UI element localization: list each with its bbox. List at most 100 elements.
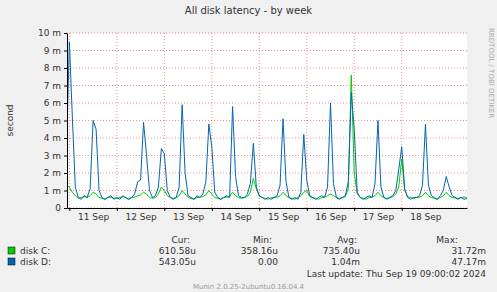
y-tick-label: 10 m — [38, 28, 61, 38]
y-tick-mark — [64, 86, 67, 87]
y-grid-line — [67, 173, 467, 174]
y-grid-line — [67, 155, 467, 156]
y-tick: 6 m — [44, 98, 67, 108]
legend-label: disk C: — [20, 246, 50, 256]
background — [0, 0, 497, 292]
legend-column-header: Max: — [436, 235, 458, 245]
x-axis: 11 Sep 12 Sep 13 Sep 14 Sep 15 Sep 16 Sep 17 S… — [68, 208, 468, 222]
y-tick-label: 1 m — [44, 186, 61, 196]
x-tick-mark — [69, 208, 70, 211]
y-tick-mark — [64, 51, 67, 52]
x-grid-line — [401, 33, 402, 208]
x-tick-label: 14 Sep — [220, 212, 252, 222]
y-grid-line — [67, 120, 467, 121]
legend-column-header: Min: — [253, 235, 272, 245]
chart: All disk latency - by week second RRDTOOL … — [0, 0, 497, 292]
y-axis-line — [67, 34, 68, 209]
x-tick-mark — [212, 208, 213, 211]
y-tick: 0 — [55, 203, 67, 213]
x-tick-label: 12 Sep — [125, 212, 157, 222]
y-grid-line — [67, 68, 467, 69]
x-tick-mark — [117, 208, 118, 211]
legend-stat: 0.00 — [258, 257, 278, 267]
y-tick-mark — [64, 68, 67, 69]
y-grid-line — [67, 103, 467, 104]
x-tick: 14 Sep — [212, 208, 252, 222]
plot-area — [67, 33, 467, 208]
x-tick: 18 Sep — [402, 208, 442, 222]
legend-stat: 47.17m — [451, 257, 486, 267]
y-tick-mark — [64, 121, 67, 122]
y-tick: 4 m — [44, 133, 67, 143]
y-tick-label: 2 m — [44, 168, 61, 178]
y-tick-label: 8 m — [44, 63, 61, 73]
y-grid-line — [67, 50, 467, 51]
grid — [67, 33, 467, 208]
y-tick-mark — [64, 156, 67, 157]
legend-stat: 735.40u — [323, 246, 360, 256]
x-axis-line — [68, 208, 468, 209]
y-tick: 5 m — [44, 116, 67, 126]
y-tick-label: 7 m — [44, 81, 61, 91]
y-tick: 2 m — [44, 168, 67, 178]
y-tick-mark — [64, 138, 67, 139]
x-tick: 12 Sep — [117, 208, 157, 222]
y-tick: 10 m — [38, 28, 67, 38]
legend-stat: 543.05u — [159, 257, 196, 267]
y-grid-line — [67, 85, 467, 86]
series-line — [67, 75, 467, 199]
y-grid-line — [67, 138, 467, 139]
x-grid-line — [259, 33, 260, 208]
y-grid-line — [67, 33, 467, 34]
x-tick-label: 17 Sep — [363, 212, 395, 222]
y-tick-mark — [64, 173, 67, 174]
legend-swatch — [8, 258, 15, 265]
y-tick: 8 m — [44, 63, 67, 73]
series-line — [67, 42, 467, 200]
y-tick: 3 m — [44, 151, 67, 161]
watermark: RRDTOOL / TOBI OETIKER — [487, 28, 495, 118]
x-tick: 15 Sep — [260, 208, 300, 222]
last-update: Last update: Thu Sep 19 09:00:02 2024 — [307, 269, 487, 279]
x-tick-label: 13 Sep — [173, 212, 205, 222]
y-tick: 1 m — [44, 186, 67, 196]
x-tick-label: 16 Sep — [315, 212, 347, 222]
y-tick: 9 m — [44, 46, 67, 56]
y-tick: 7 m — [44, 81, 67, 91]
y-tick-label: 6 m — [44, 98, 61, 108]
x-tick: 16 Sep — [307, 208, 347, 222]
y-axis: 0 1 m 2 m 3 m 4 m 5 m 6 m 7 m 8 m 9 m 10 m — [38, 28, 68, 213]
x-tick-mark — [307, 208, 308, 211]
legend-column-header: Avg: — [337, 235, 357, 245]
x-grid-line — [164, 33, 165, 208]
x-tick-label: 15 Sep — [268, 212, 300, 222]
y-tick-label: 5 m — [44, 116, 61, 126]
legend-stat: 1.04m — [331, 257, 360, 267]
y-tick-label: 3 m — [44, 151, 61, 161]
x-tick: 11 Sep — [70, 208, 110, 222]
y-tick-mark — [64, 208, 67, 209]
x-grid-line — [211, 33, 212, 208]
legend-swatch — [8, 247, 15, 254]
legend-stat: 31.72m — [451, 246, 486, 256]
y-tick-mark — [64, 191, 67, 192]
legend-column-header: Cur: — [171, 235, 190, 245]
x-tick: 17 Sep — [355, 208, 395, 222]
y-tick-mark — [64, 33, 67, 34]
y-tick-label: 9 m — [44, 46, 61, 56]
y-axis-title: second — [5, 104, 15, 136]
y-tick-label: 4 m — [44, 133, 61, 143]
y-grid-line — [67, 208, 467, 209]
legend: Cur: Min: Avg: Max: disk C: 610.58u 358.16u 735… — [8, 235, 486, 267]
x-tick-mark — [259, 208, 260, 211]
series-lines — [67, 42, 467, 200]
x-tick: 13 Sep — [165, 208, 205, 222]
y-tick-label: 0 — [55, 203, 61, 213]
title: All disk latency - by week — [185, 5, 313, 16]
y-grid-line — [67, 190, 467, 191]
x-tick-mark — [354, 208, 355, 211]
legend-stat: 358.16u — [241, 246, 278, 256]
y-tick-mark — [64, 103, 67, 104]
version: Munin 2.0.25-2ubuntu0.16.04.4 — [193, 283, 305, 291]
legend-stat: 610.58u — [159, 246, 196, 256]
